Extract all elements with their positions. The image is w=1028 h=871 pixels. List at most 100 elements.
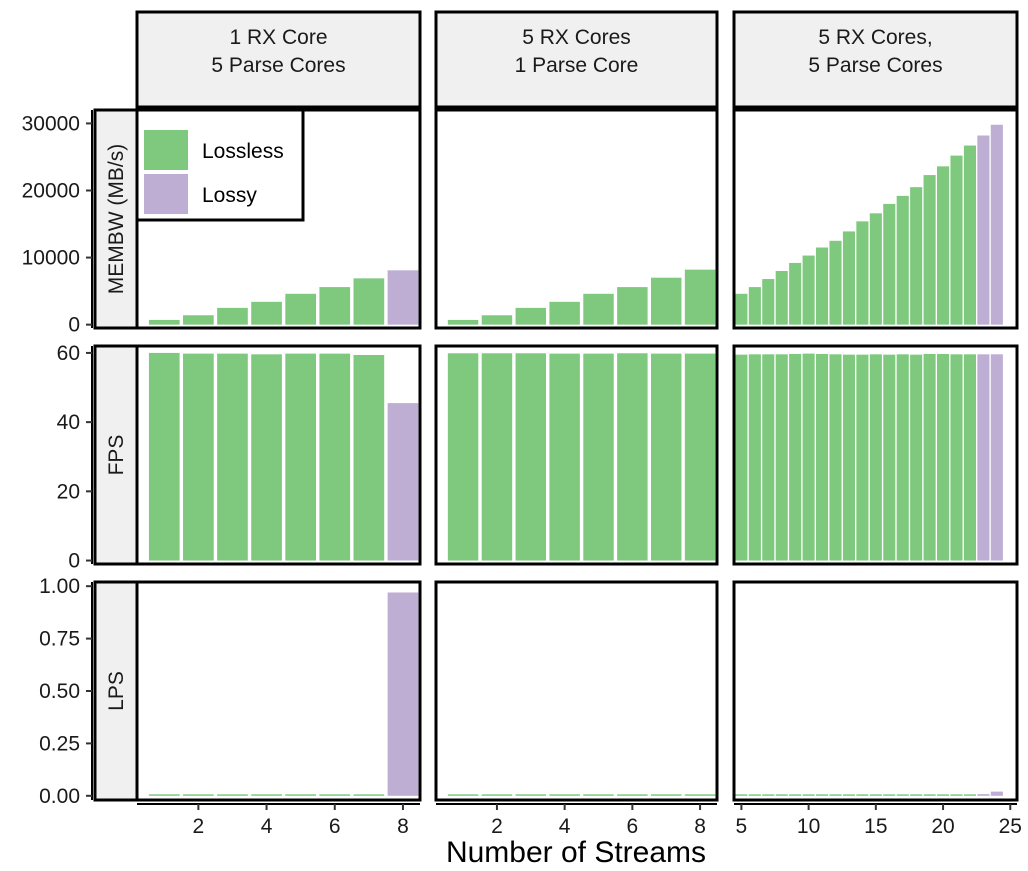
bar-fps-panel2-x7 bbox=[650, 353, 682, 561]
panel-fps-2 bbox=[434, 344, 719, 566]
bar-lps-panel1-x8 bbox=[387, 592, 419, 796]
bar-lps-panel3-x17 bbox=[896, 794, 909, 796]
y-tick-label: 0.25 bbox=[39, 732, 80, 755]
bar-membw-panel1-x8 bbox=[387, 270, 419, 325]
bar-lps-panel1-x5 bbox=[285, 794, 317, 796]
x-tick-label: 8 bbox=[397, 815, 409, 838]
panel-border bbox=[732, 580, 1019, 802]
bar-membw-panel3-x24 bbox=[990, 124, 1003, 325]
bar-fps-panel3-x6 bbox=[748, 354, 761, 561]
column-strips: 1 RX Core 5 Parse Cores 5 RX Cores 1 Parse … bbox=[135, 10, 1019, 109]
bar-lps-panel1-x7 bbox=[353, 794, 385, 796]
bar-membw-panel3-x12 bbox=[829, 240, 842, 325]
column-strip-label-line1: 5 RX Cores bbox=[522, 26, 631, 49]
x-tick-label: 6 bbox=[329, 815, 341, 838]
bar-lps-panel3-x6 bbox=[748, 794, 761, 796]
y-tick-label: 0 bbox=[68, 314, 80, 337]
legend-key-lossless bbox=[144, 130, 188, 170]
bar-membw-panel3-x13 bbox=[842, 231, 855, 325]
bar-fps-panel3-x8 bbox=[775, 354, 788, 561]
x-tick-label: 2 bbox=[193, 815, 205, 838]
x-tick-label: 5 bbox=[736, 815, 748, 838]
bar-fps-panel1-x3 bbox=[217, 353, 248, 561]
bar-lps-panel3-x10 bbox=[802, 794, 815, 796]
row-strip-label: LPS bbox=[105, 671, 128, 711]
bar-membw-panel3-x22 bbox=[963, 145, 976, 325]
bar-lps-panel1-x1 bbox=[148, 794, 180, 796]
panels bbox=[135, 108, 1019, 802]
panel-lps-1 bbox=[135, 580, 422, 802]
bar-membw-panel3-x11 bbox=[816, 247, 829, 325]
bar-fps-panel3-x10 bbox=[802, 353, 815, 561]
bar-fps-panel2-x6 bbox=[617, 353, 648, 561]
bar-fps-panel3-x18 bbox=[910, 354, 923, 561]
bar-fps-panel2-x5 bbox=[583, 353, 614, 561]
bar-membw-panel3-x19 bbox=[923, 175, 936, 325]
bar-fps-panel3-x15 bbox=[869, 354, 882, 561]
x-tick-label: 6 bbox=[627, 815, 639, 838]
bar-membw-panel1-x2 bbox=[183, 315, 214, 325]
bar-lps-panel3-x16 bbox=[883, 794, 896, 796]
y-tick-label: 0.50 bbox=[39, 680, 80, 703]
bar-membw-panel3-x10 bbox=[802, 255, 815, 325]
bar-fps-panel2-x3 bbox=[515, 353, 547, 561]
bar-fps-panel3-x23 bbox=[977, 354, 990, 561]
column-strip-label-line2: 5 Parse Cores bbox=[211, 54, 345, 77]
y-tick-label: 60 bbox=[57, 342, 80, 365]
panel-background bbox=[436, 582, 717, 800]
legend-key-lossy bbox=[144, 174, 188, 214]
bar-fps-panel1-x8 bbox=[387, 403, 419, 561]
bar-fps-panel1-x1 bbox=[148, 352, 180, 561]
bar-lps-panel2-x7 bbox=[650, 794, 682, 796]
bar-fps-panel3-x14 bbox=[856, 354, 869, 561]
panel-border bbox=[434, 344, 719, 566]
x-axis-title: Number of Streams bbox=[446, 836, 706, 869]
panel-fps-1 bbox=[135, 344, 422, 566]
panel-background bbox=[734, 582, 1017, 800]
bar-lps-panel1-x6 bbox=[319, 794, 351, 796]
bar-membw-panel1-x3 bbox=[217, 307, 248, 325]
x-axes: 2 4 6 8 2 4 6 8 5 10 15 20 25 bbox=[137, 803, 1022, 838]
bar-lps-panel2-x5 bbox=[583, 794, 614, 796]
bar-lps-panel1-x3 bbox=[217, 794, 248, 796]
x-tick-label: 25 bbox=[999, 815, 1022, 838]
bar-fps-panel1-x7 bbox=[353, 354, 385, 561]
x-tick-label: 2 bbox=[491, 815, 503, 838]
bar-lps-panel3-x18 bbox=[910, 794, 923, 796]
panel-border bbox=[434, 580, 719, 802]
bar-fps-panel3-x12 bbox=[829, 354, 842, 561]
bar-fps-panel1-x4 bbox=[251, 354, 282, 561]
bar-fps-panel2-x4 bbox=[549, 353, 580, 561]
bar-fps-panel1-x6 bbox=[319, 353, 351, 561]
y-tick-label: 40 bbox=[57, 411, 80, 434]
bar-membw-panel3-x21 bbox=[950, 155, 963, 325]
bar-fps-panel3-x20 bbox=[937, 353, 950, 561]
bar-membw-panel3-x17 bbox=[896, 195, 909, 325]
legend: Lossless Lossy bbox=[135, 108, 305, 222]
bar-fps-panel1-x5 bbox=[285, 353, 317, 561]
y-tick-label: 0.00 bbox=[39, 785, 80, 808]
column-strip-label-line1: 1 RX Core bbox=[229, 26, 327, 49]
bar-lps-panel3-x19 bbox=[923, 794, 936, 796]
bar-fps-panel2-x2 bbox=[481, 353, 513, 561]
x-tick-label: 15 bbox=[864, 815, 887, 838]
legend-label-lossless: Lossless bbox=[202, 140, 284, 163]
bar-membw-panel3-x5 bbox=[735, 293, 748, 325]
x-tick-label: 10 bbox=[797, 815, 820, 838]
row-strips: MEMBW (MB/s) FPS LPS bbox=[93, 108, 139, 802]
bar-membw-panel3-x16 bbox=[883, 203, 896, 325]
bar-lps-panel3-x8 bbox=[775, 794, 788, 796]
bar-fps-panel3-x24 bbox=[990, 354, 1003, 561]
bar-fps-panel3-x19 bbox=[923, 353, 936, 561]
bar-lps-panel3-x7 bbox=[762, 794, 775, 796]
bar-fps-panel3-x22 bbox=[963, 354, 976, 561]
x-tick-label: 8 bbox=[694, 815, 706, 838]
bar-membw-panel3-x9 bbox=[789, 262, 802, 325]
bar-fps-panel3-x5 bbox=[735, 354, 748, 561]
bar-fps-panel3-x16 bbox=[883, 354, 896, 561]
bar-fps-panel3-x21 bbox=[950, 354, 963, 561]
bar-lps-panel2-x8 bbox=[684, 794, 716, 796]
bar-lps-panel2-x4 bbox=[549, 794, 580, 796]
bar-lps-panel1-x2 bbox=[183, 794, 214, 796]
